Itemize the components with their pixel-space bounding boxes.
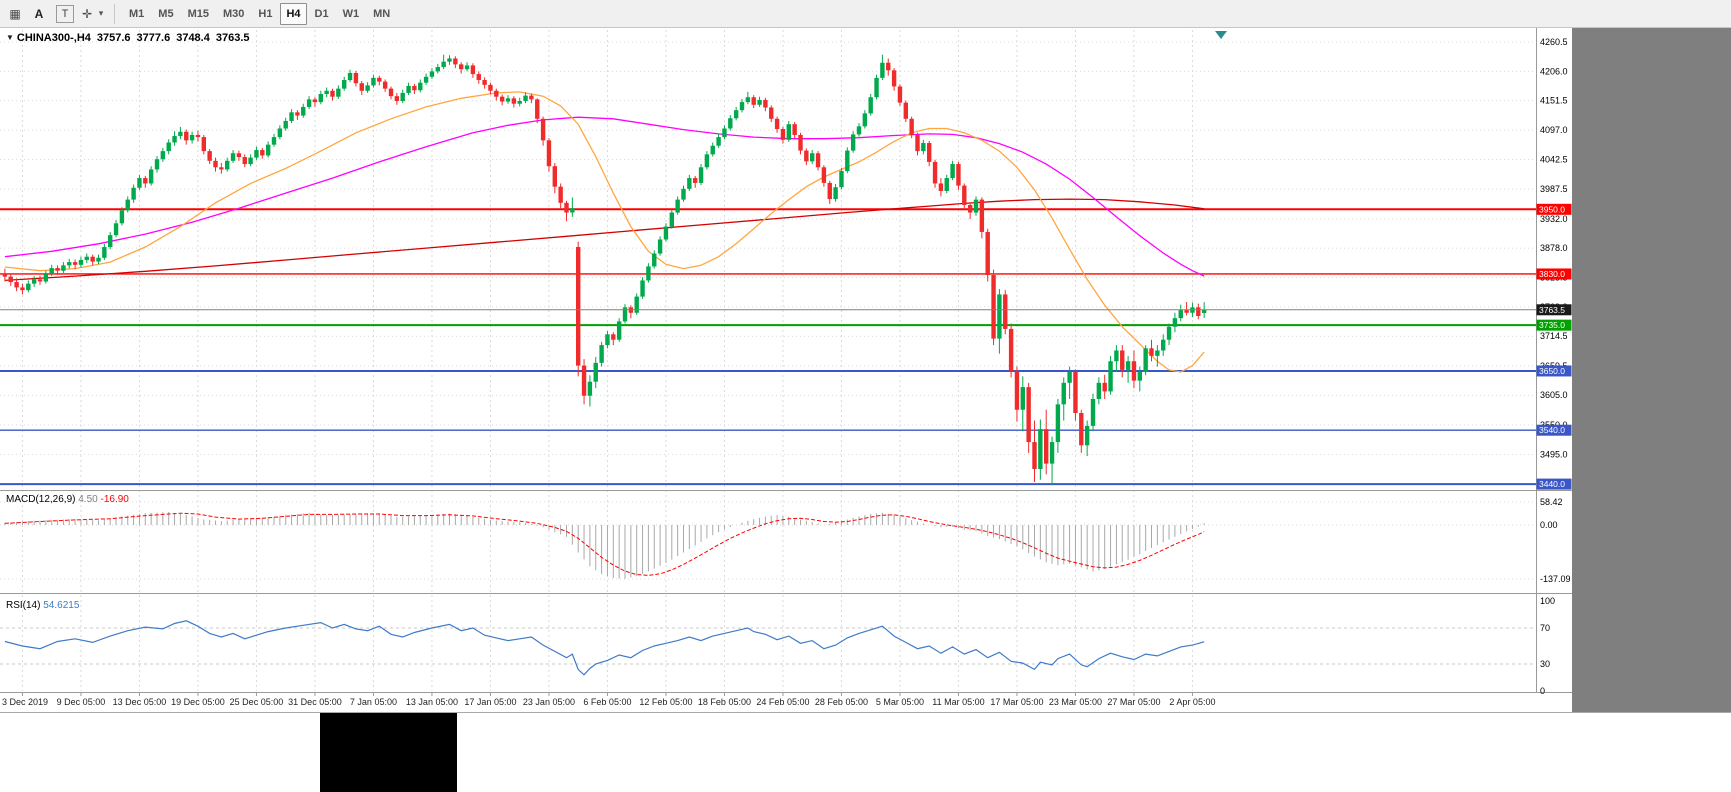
- svg-text:4151.5: 4151.5: [1540, 96, 1568, 106]
- tf-d1-button[interactable]: D1: [309, 3, 335, 25]
- time-label: 17 Jan 05:00: [464, 697, 516, 707]
- time-label: 25 Dec 05:00: [230, 697, 284, 707]
- rsi-pane[interactable]: [4, 620, 1205, 676]
- svg-text:3763.5: 3763.5: [1539, 305, 1565, 315]
- horizontal-levels: [0, 208, 1536, 486]
- collapse-icon[interactable]: ▼: [6, 33, 14, 42]
- time-axis[interactable]: 3 Dec 2019 9 Dec 05:00 13 Dec 05:00 19 Dec …: [2, 692, 1215, 708]
- time-label: 12 Feb 05:00: [639, 697, 692, 707]
- time-label: 2 Apr 05:00: [1169, 697, 1215, 707]
- time-label: 13 Jan 05:00: [406, 697, 458, 707]
- ma-line-slow-red[interactable]: [4, 198, 1205, 282]
- svg-text:3932.0: 3932.0: [1540, 214, 1568, 224]
- low-value: 3748.4: [176, 32, 210, 44]
- time-label: 28 Feb 05:00: [815, 697, 868, 707]
- chevron-down-icon[interactable]: ▾: [98, 8, 104, 18]
- svg-text:3830.0: 3830.0: [1539, 269, 1565, 279]
- time-label: 9 Dec 05:00: [57, 697, 106, 707]
- svg-text:3605.0: 3605.0: [1540, 390, 1568, 400]
- svg-text:4097.0: 4097.0: [1540, 125, 1568, 135]
- svg-text:3495.0: 3495.0: [1540, 449, 1568, 459]
- tf-m5-button[interactable]: M5: [152, 3, 179, 25]
- ma-line-medium-magenta[interactable]: [4, 116, 1205, 277]
- chart-grid-icon[interactable]: ▦: [9, 6, 21, 21]
- last-bar-offset-marker: [1215, 31, 1227, 39]
- svg-text:30: 30: [1540, 659, 1550, 669]
- tf-w1-button[interactable]: W1: [337, 3, 366, 25]
- time-label: 5 Mar 05:00: [876, 697, 924, 707]
- svg-text:3878.0: 3878.0: [1540, 243, 1568, 253]
- price-tag-3950.0: [1536, 203, 1572, 215]
- tf-h1-button[interactable]: H1: [252, 3, 278, 25]
- toolbar-separator: [114, 3, 115, 24]
- time-label: 11 Mar 05:00: [932, 697, 984, 707]
- macd-signal-line: [4, 512, 1205, 576]
- font-tool-icon[interactable]: A: [34, 6, 44, 21]
- tf-mn-button[interactable]: MN: [367, 3, 396, 25]
- svg-text:70: 70: [1540, 623, 1550, 633]
- svg-text:3987.5: 3987.5: [1540, 184, 1568, 194]
- svg-text:3735.0: 3735.0: [1539, 320, 1565, 330]
- close-value: 3763.5: [215, 32, 250, 44]
- bottom-background: [0, 712, 1731, 792]
- rsi-line: [4, 620, 1205, 676]
- svg-text:58.42: 58.42: [1540, 497, 1563, 507]
- macd-label: MACD(12,26,9) 4.50 -16.90: [6, 494, 129, 505]
- time-label: 23 Mar 05:00: [1049, 697, 1102, 707]
- price-tag-3735.0: [1536, 319, 1572, 331]
- symbol-name: CHINA300-,H4: [16, 32, 91, 44]
- svg-text:3650.0: 3650.0: [1539, 366, 1565, 376]
- svg-text:0.00: 0.00: [1540, 520, 1558, 530]
- candles: [2, 54, 1207, 486]
- svg-text:-137.09: -137.09: [1540, 574, 1571, 584]
- svg-text:4206.0: 4206.0: [1540, 66, 1568, 76]
- time-label: 18 Feb 05:00: [698, 697, 751, 707]
- price-tag-3763.5: [1536, 304, 1572, 316]
- symbol-info: ▼ CHINA300-,H4 3757.6 3777.6 3748.4 3763.5: [6, 32, 250, 44]
- ma-line-fast-orange[interactable]: [4, 91, 1205, 373]
- svg-text:3714.5: 3714.5: [1540, 331, 1568, 341]
- time-label: 19 Dec 05:00: [171, 697, 225, 707]
- price-tag-3830.0: [1536, 268, 1572, 280]
- crosshair-icon[interactable]: ✛: [81, 6, 93, 21]
- rsi-label: RSI(14) 54.6215: [6, 600, 80, 611]
- time-label: 6 Feb 05:00: [583, 697, 631, 707]
- high-value: 3777.6: [136, 32, 171, 44]
- svg-text:3440.0: 3440.0: [1539, 479, 1565, 489]
- time-label: 24 Feb 05:00: [756, 697, 809, 707]
- price-tag-3440.0: [1536, 478, 1572, 490]
- tf-m15-button[interactable]: M15: [182, 3, 215, 25]
- svg-text:0: 0: [1540, 686, 1545, 696]
- text-tool-icon[interactable]: T: [56, 4, 74, 23]
- time-label: 13 Dec 05:00: [113, 697, 167, 707]
- grid: [0, 30, 1536, 691]
- chart-svg[interactable]: 4260.5 4206.0 4151.5 4097.0 4042.5 3987.5 3932…: [0, 0, 1572, 712]
- tf-m30-button[interactable]: M30: [217, 3, 250, 25]
- time-label: 31 Dec 05:00: [288, 697, 342, 707]
- svg-text:3540.0: 3540.0: [1539, 425, 1565, 435]
- toolbar: ▦ A T ✛ ▾ M1 M5 M15 M30 H1 H4 D1 W1 MN: [0, 0, 1731, 28]
- open-value: 3757.6: [96, 32, 131, 44]
- svg-text:4042.5: 4042.5: [1540, 154, 1568, 164]
- svg-text:3950.0: 3950.0: [1539, 204, 1565, 214]
- time-label: 23 Jan 05:00: [523, 697, 575, 707]
- price-tag-3650.0: [1536, 365, 1572, 377]
- macd-pane[interactable]: [4, 512, 1205, 579]
- tf-h4-button[interactable]: H4: [280, 2, 307, 25]
- time-label: 17 Mar 05:00: [990, 697, 1043, 707]
- time-label: 7 Jan 05:00: [350, 697, 397, 707]
- svg-text:4260.5: 4260.5: [1540, 37, 1568, 47]
- tf-m1-button[interactable]: M1: [123, 3, 150, 25]
- right-background: [1572, 28, 1731, 712]
- time-label: 27 Mar 05:00: [1107, 697, 1160, 707]
- bottom-black-window: [320, 713, 457, 792]
- price-axis[interactable]: 4260.5 4206.0 4151.5 4097.0 4042.5 3987.5 3932…: [1536, 37, 1572, 696]
- svg-text:100: 100: [1540, 596, 1555, 606]
- price-tag-3540.0: [1536, 424, 1572, 436]
- time-label: 3 Dec 2019: [2, 697, 48, 707]
